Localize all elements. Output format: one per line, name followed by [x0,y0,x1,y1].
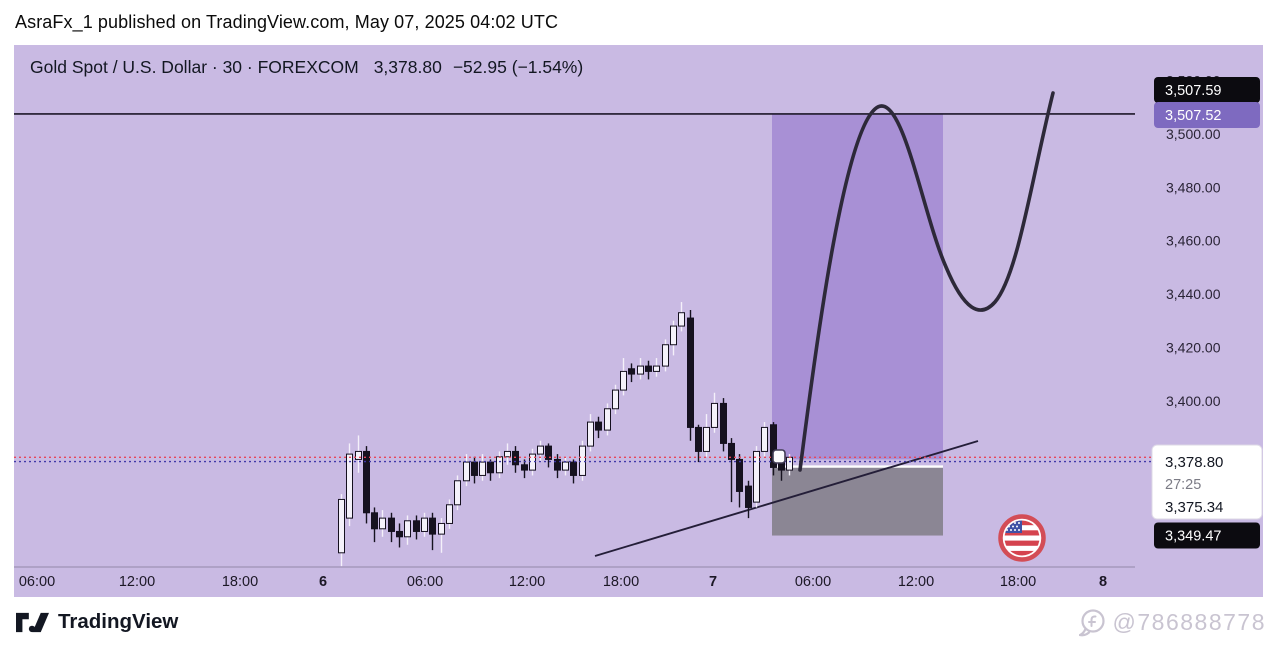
svg-text:12:00: 12:00 [119,574,155,590]
svg-text:18:00: 18:00 [222,574,258,590]
drawing-anchor-marker [772,449,786,464]
svg-text:3,378.80: 3,378.80 [1165,454,1223,471]
svg-text:3,507.59: 3,507.59 [1165,83,1221,99]
svg-text:7: 7 [709,574,717,590]
chart-card: Gold Spot / U.S. Dollar · 30 · FOREXCOM … [14,45,1263,597]
svg-text:18:00: 18:00 [603,574,639,590]
svg-text:3,480.00: 3,480.00 [1166,179,1221,195]
tradingview-brand[interactable]: TradingView [16,610,178,634]
tradingview-logo-icon [16,612,49,632]
price-chart-canvas[interactable]: 3,520.003,500.003,480.003,460.003,440.00… [14,45,1263,597]
symbol-change: −52.95 (−1.54%) [452,57,584,77]
symbol-description: Gold Spot / U.S. Dollar · 30 · FOREXCOM [30,57,359,77]
svg-text:3,507.52: 3,507.52 [1165,108,1221,124]
price-badge: 3,349.47 [1154,522,1260,549]
price-badge: 3,507.59 [1154,77,1260,103]
svg-text:8: 8 [1099,574,1107,590]
svg-text:27:25: 27:25 [1165,477,1201,493]
tradingview-brand-label: TradingView [58,610,179,633]
symbol-title: Gold Spot / U.S. Dollar · 30 · FOREXCOM … [30,57,583,78]
svg-text:3,375.34: 3,375.34 [1165,499,1223,516]
svg-text:06:00: 06:00 [795,574,831,590]
svg-text:3,500.00: 3,500.00 [1166,126,1221,142]
us-flag-sticker [998,514,1046,562]
chart-background [14,45,1263,597]
attribution-bar: AsraFx_1 published on TradingView.com, M… [15,12,559,32]
svg-text:12:00: 12:00 [898,574,934,590]
projection-box [772,113,943,460]
watermark-handle: @786888778 [1112,609,1266,635]
chat-bubble-icon [1078,609,1105,637]
candles-layer [338,302,793,567]
time-axis: 06:00 12:00 18:00 6 06:00 12:00 18:00 7 06:00 12:… [19,574,1107,590]
svg-text:3,460.00: 3,460.00 [1166,233,1221,249]
svg-text:06:00: 06:00 [19,574,55,590]
svg-text:18:00: 18:00 [1000,574,1036,590]
footer-bar: TradingView @786888778 [0,597,1280,655]
svg-text:3,400.00: 3,400.00 [1166,393,1221,409]
svg-text:3,420.00: 3,420.00 [1166,339,1221,355]
svg-text:3,440.00: 3,440.00 [1166,286,1221,302]
symbol-last-price: 3,378.80 [373,57,442,77]
current-price-badge: 3,378.80 27:25 3,375.34 [1151,444,1263,520]
price-axis: 3,520.003,500.003,480.003,460.003,440.00… [1166,73,1221,409]
svg-text:3,349.47: 3,349.47 [1165,529,1221,545]
svg-text:12:00: 12:00 [509,574,545,590]
projection-curve [798,91,1055,472]
svg-text:06:00: 06:00 [407,574,443,590]
watermark: @786888778 [1078,608,1266,637]
price-badge: 3,507.52 [1154,102,1260,128]
svg-text:6: 6 [319,574,327,590]
trendline [594,440,979,557]
